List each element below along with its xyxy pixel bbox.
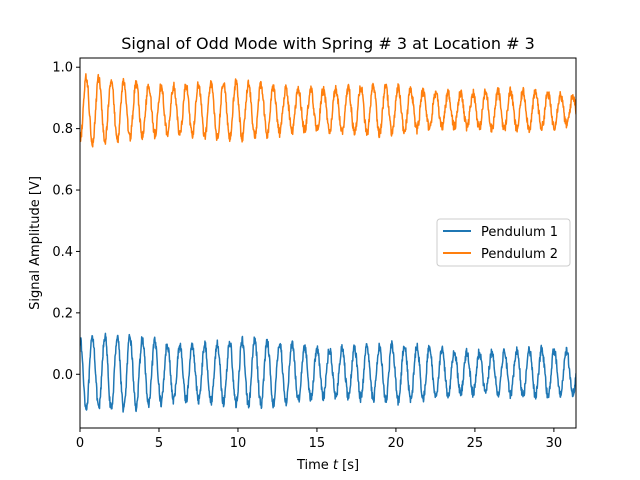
x-tick-label: 10 — [230, 436, 247, 451]
x-tick-label: 25 — [467, 436, 484, 451]
series-layer — [80, 73, 576, 413]
y-tick-label: 0.0 — [52, 368, 73, 383]
legend-label-pendulum-2: Pendulum 2 — [481, 247, 558, 262]
y-tick-label: 0.8 — [52, 122, 73, 137]
x-axis-label-suffix: [s] — [338, 458, 359, 473]
plot-frame — [79, 57, 577, 429]
legend-label-pendulum-1: Pendulum 1 — [481, 225, 558, 240]
y-tick-label: 0.6 — [52, 184, 73, 199]
x-axis-label: Time t [s] — [296, 458, 359, 473]
x-tick-label: 5 — [155, 436, 163, 451]
series-line-pendulum-1 — [80, 332, 576, 413]
y-axis-label: Signal Amplitude [V] — [28, 176, 43, 310]
x-tick-label: 15 — [309, 436, 326, 451]
y-tick-label: 0.2 — [52, 306, 73, 321]
x-tick-label: 20 — [388, 436, 405, 451]
legend: Pendulum 1 Pendulum 2 — [436, 218, 571, 267]
chart-title: Signal of Odd Mode with Spring # 3 at Lo… — [121, 34, 535, 53]
series-line-pendulum-2 — [80, 73, 576, 148]
x-tick-label: 30 — [546, 436, 563, 451]
x-axis-label-prefix: Time — [296, 458, 333, 473]
y-tick-label: 1.0 — [52, 61, 73, 76]
y-axis: 0.0 0.2 0.4 0.6 0.8 1.0 — [52, 61, 80, 383]
y-tick-label: 0.4 — [52, 245, 73, 260]
x-axis: 0 5 10 15 20 25 30 — [76, 428, 562, 451]
plot-area — [79, 57, 577, 429]
x-tick-label: 0 — [76, 436, 84, 451]
x-axis-label-variable: t — [333, 458, 339, 473]
